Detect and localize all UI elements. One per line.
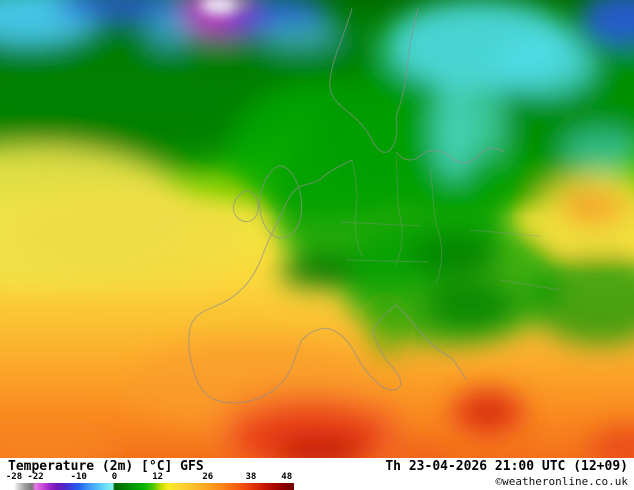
legend-bar: Temperature (2m) [°C] GFS -28 -22 -10 0 12 26…: [0, 458, 634, 490]
scale-gradient: [14, 483, 294, 490]
temperature-blobs: [0, 0, 634, 458]
scale-tick: 0: [111, 472, 118, 482]
copyright-link[interactable]: ©weatheronline.co.uk: [495, 475, 628, 488]
legend-right: Th 23-04-2026 21:00 UTC (12+09) ©weather…: [385, 460, 628, 488]
scale-tick: 38: [245, 472, 257, 482]
scale-tick: 48: [281, 472, 293, 482]
scale-tick: -10: [70, 472, 87, 482]
temperature-scale: -28 -22 -10 0 12 26 38 48: [6, 472, 294, 490]
coastlines: [188, 7, 505, 404]
forecast-datetime: Th 23-04-2026 21:00 UTC (12+09): [385, 459, 628, 474]
scale-tick: 12: [152, 472, 164, 482]
temperature-field-image: [0, 0, 634, 458]
country-borders: [339, 155, 561, 291]
scale-tick: -28: [5, 472, 23, 482]
scale-tick: 26: [202, 472, 214, 482]
scale-ticks: -28 -22 -10 0 12 26 38 48: [6, 472, 294, 483]
legend-title: Temperature (2m) [°C] GFS: [8, 459, 204, 474]
temperature-map: [0, 0, 634, 458]
scale-tick: -22: [27, 472, 44, 482]
polar-cold-core: [200, 0, 250, 15]
legend-left: Temperature (2m) [°C] GFS -28 -22 -10 0 12 26…: [6, 459, 313, 490]
